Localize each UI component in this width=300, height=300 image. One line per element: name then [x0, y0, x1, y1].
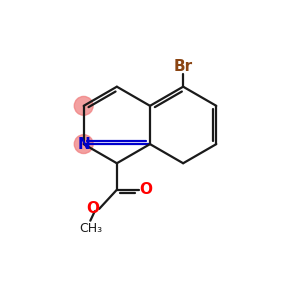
- Text: Br: Br: [174, 59, 193, 74]
- Text: O: O: [139, 182, 152, 197]
- Text: O: O: [86, 201, 99, 216]
- Text: N: N: [77, 136, 90, 152]
- Circle shape: [74, 96, 93, 115]
- Text: CH₃: CH₃: [79, 221, 102, 235]
- Circle shape: [74, 135, 93, 154]
